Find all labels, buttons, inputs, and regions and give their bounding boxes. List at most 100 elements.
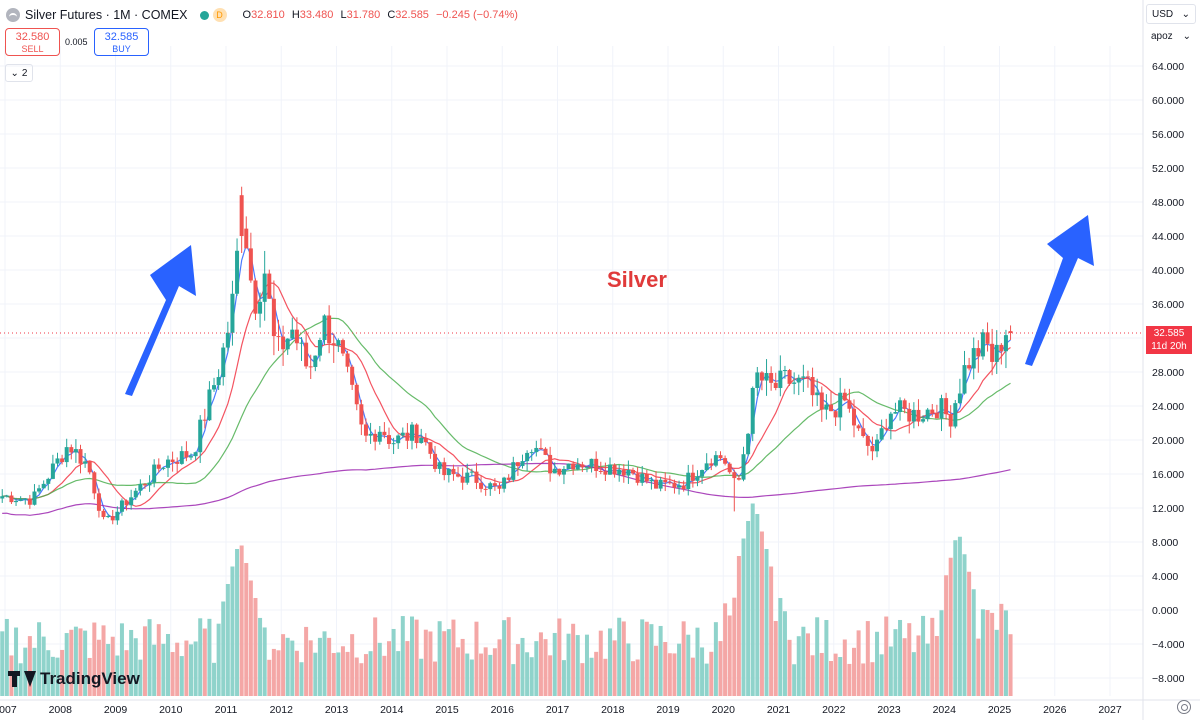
x-tick-label: 2025 xyxy=(988,704,1012,716)
volume-bar xyxy=(847,663,852,696)
x-tick-label: 2008 xyxy=(49,704,73,716)
high-label: H xyxy=(291,9,300,21)
volume-bar xyxy=(350,634,355,696)
candle-body xyxy=(294,329,299,344)
candle-body xyxy=(138,484,143,491)
y-tick-label: −8.000 xyxy=(1152,673,1185,685)
y-tick-label: 56.000 xyxy=(1152,129,1184,141)
candle-body xyxy=(142,484,147,486)
candle-body xyxy=(520,461,525,467)
volume-bar xyxy=(598,630,603,696)
candle-body xyxy=(221,347,226,378)
y-tick-label: 36.000 xyxy=(1152,299,1184,311)
candle-body xyxy=(603,471,608,475)
volume-bar xyxy=(244,563,249,696)
volume-bar xyxy=(170,652,175,696)
volume-bar xyxy=(594,651,599,696)
candle-body xyxy=(23,498,28,500)
volume-bar xyxy=(363,654,368,696)
volume-bar xyxy=(1008,634,1013,696)
symbol-title[interactable]: Silver Futures · 1M · COMEX xyxy=(25,8,188,22)
candle-body xyxy=(147,482,152,486)
volume-bar xyxy=(4,618,9,696)
x-tick-label: 2021 xyxy=(767,704,791,716)
candle-body xyxy=(92,472,97,494)
volume-bar xyxy=(27,636,32,696)
candle-body xyxy=(207,389,212,421)
volume-bar xyxy=(115,655,120,696)
candle-body xyxy=(815,392,820,396)
candle-body xyxy=(594,458,599,471)
volume-bar xyxy=(787,639,792,696)
candle-body xyxy=(83,461,88,464)
candle-body xyxy=(994,344,999,362)
candle-body xyxy=(1003,335,1008,352)
candle-body xyxy=(746,433,751,455)
candle-body xyxy=(957,393,962,404)
volume-bar xyxy=(18,663,23,696)
candle-body xyxy=(244,228,249,249)
candle-body xyxy=(677,485,682,488)
candle-body xyxy=(483,488,488,490)
volume-bar xyxy=(64,633,69,696)
volume-bar xyxy=(644,621,649,696)
currency-select[interactable]: USD ⌄ xyxy=(1146,4,1196,24)
volume-bar xyxy=(239,545,244,696)
candle-body xyxy=(202,419,207,421)
candle-body xyxy=(64,447,69,463)
unit-select[interactable]: apoz ⌄ xyxy=(1146,27,1196,45)
volume-bar xyxy=(916,635,921,696)
candle-body xyxy=(119,500,124,512)
volume-bar xyxy=(101,625,106,696)
candle-body xyxy=(322,315,327,341)
candle-body xyxy=(193,452,198,457)
indicators-toggle[interactable]: ⌄ 2 xyxy=(5,64,33,82)
volume-bar xyxy=(718,641,723,696)
candle-body xyxy=(156,464,161,469)
volume-bar xyxy=(801,626,806,696)
candle-body xyxy=(764,373,769,381)
gear-icon[interactable] xyxy=(1177,700,1191,714)
tradingview-logo[interactable]: TradingView xyxy=(8,668,140,690)
y-tick-label: 16.000 xyxy=(1152,469,1184,481)
volume-bar xyxy=(133,638,138,696)
volume-bar xyxy=(304,626,309,696)
volume-bar xyxy=(1003,610,1008,696)
volume-bar xyxy=(617,617,622,696)
up-arrow-icon xyxy=(125,245,196,396)
candle-body xyxy=(179,451,184,464)
candle-body xyxy=(529,452,534,454)
volume-bar xyxy=(483,647,488,696)
volume-bar xyxy=(534,641,539,696)
volume-bar xyxy=(976,638,981,696)
currency-label: USD xyxy=(1152,8,1174,20)
sell-button[interactable]: 32.580 SELL xyxy=(5,28,60,56)
candle-body xyxy=(423,437,428,443)
volume-bar xyxy=(557,618,562,696)
volume-bar xyxy=(782,611,787,696)
volume-bar xyxy=(571,623,576,696)
volume-bar xyxy=(543,639,548,696)
candle-body xyxy=(414,424,419,444)
candle-body xyxy=(363,424,368,436)
candle-body xyxy=(695,476,700,481)
candle-body xyxy=(497,485,502,489)
candle-body xyxy=(230,293,235,333)
candle-body xyxy=(78,449,83,464)
candle-body xyxy=(566,463,571,469)
buy-button[interactable]: 32.585 BUY xyxy=(94,28,149,56)
candle-body xyxy=(589,458,594,467)
volume-bar xyxy=(156,624,161,696)
volume-bar xyxy=(437,621,442,696)
candle-body xyxy=(741,454,746,480)
candle-body xyxy=(101,510,106,518)
candle-body xyxy=(41,483,46,489)
candle-body xyxy=(129,497,134,506)
volume-bar xyxy=(654,645,659,696)
candle-body xyxy=(253,280,258,314)
close-value: 32.585 xyxy=(395,9,429,21)
candle-body xyxy=(502,477,507,489)
volume-bar xyxy=(368,651,373,696)
